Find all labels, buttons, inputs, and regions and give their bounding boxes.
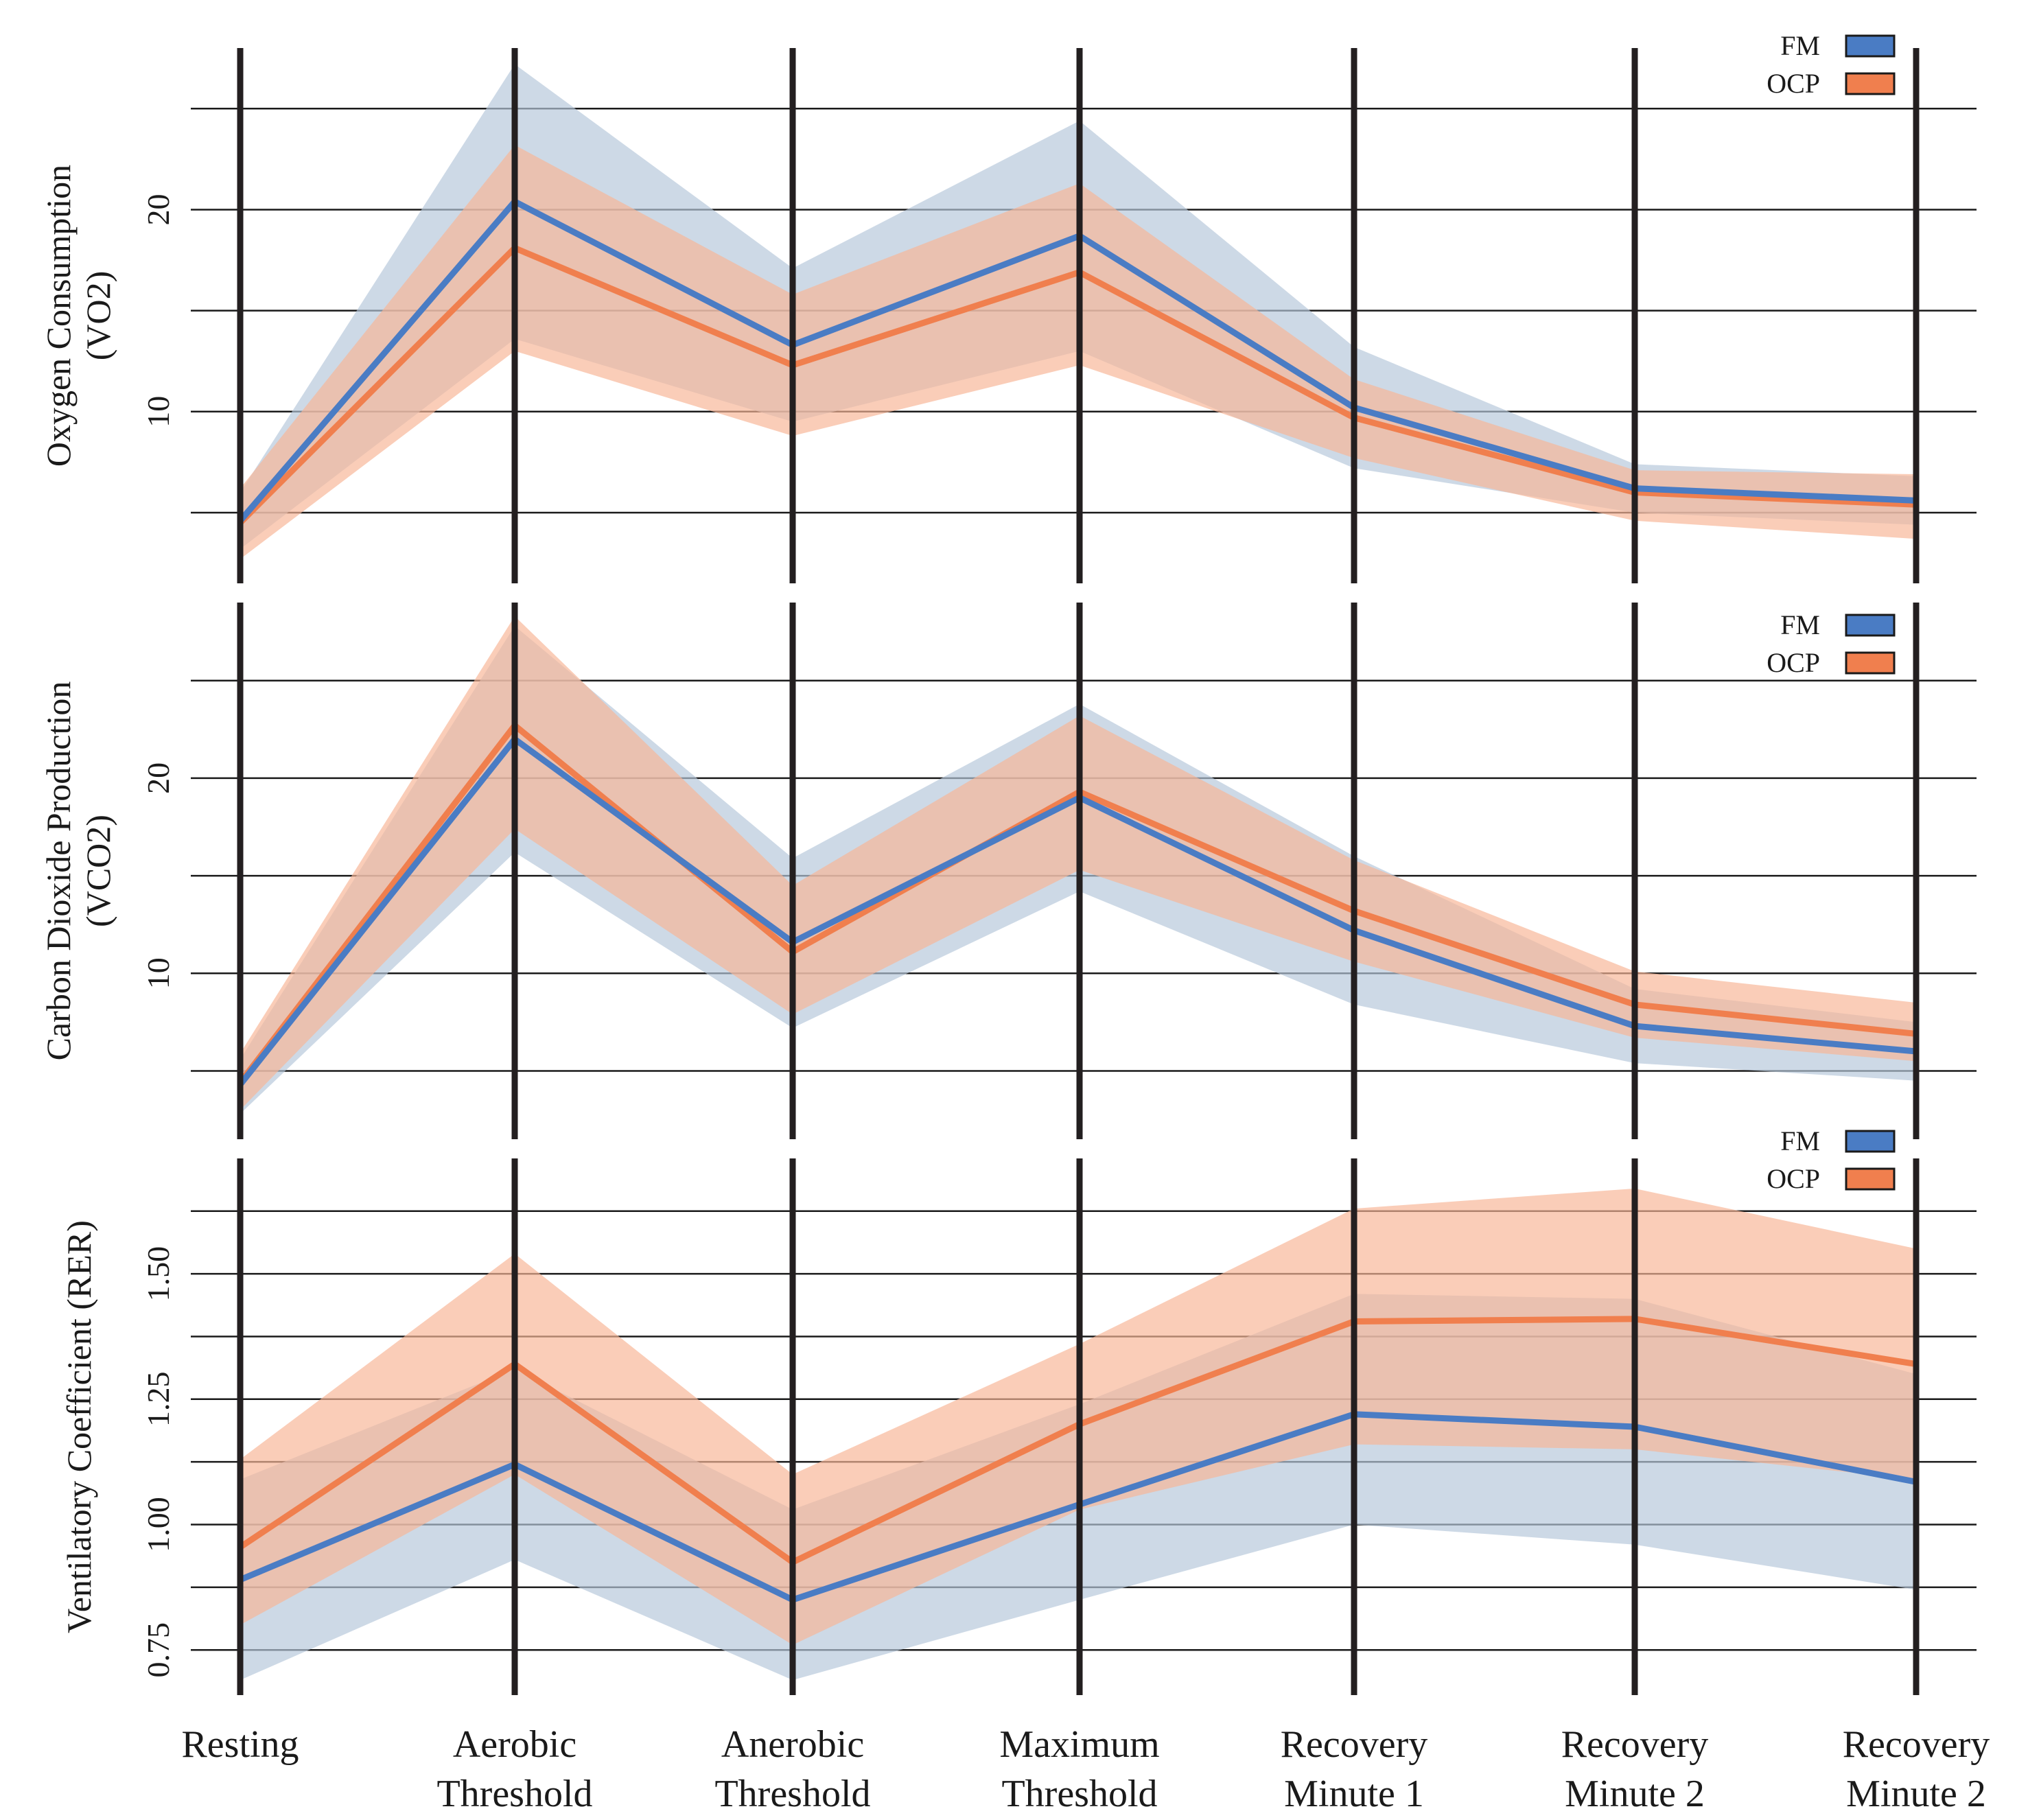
y-tick-label: 1.25	[141, 1372, 176, 1427]
y-tick-label: 10	[141, 957, 176, 989]
x-tick-label: Minute 2	[1846, 1773, 1986, 1815]
x-tick-label: Anerobic	[721, 1723, 864, 1766]
legend-swatch-ocp	[1845, 1167, 1896, 1191]
x-tick-label: Threshold	[436, 1773, 592, 1815]
legend-label-ocp: OCP	[1767, 68, 1820, 99]
panel-3: 0.75 1.00 1.25 1.50 Ventilatory Coefficient …	[60, 1125, 1977, 1695]
x-tick-label: Threshold	[714, 1773, 870, 1815]
y-tick-label: 1.00	[141, 1497, 176, 1552]
y-tick-label: 1.50	[141, 1246, 176, 1302]
x-tick-label: Minute 2	[1565, 1773, 1705, 1815]
y-tick-label: 10	[141, 396, 176, 428]
y-tick-label: 20	[141, 194, 176, 225]
y-axis-label: Oxygen Consumption	[39, 165, 78, 467]
x-tick-label: Recovery	[1281, 1723, 1428, 1766]
legend-label-fm: FM	[1780, 609, 1820, 640]
x-tick-label: Threshold	[1001, 1773, 1157, 1815]
y-axis-label: (VO2)	[79, 271, 117, 361]
legend-label-fm: FM	[1780, 1125, 1820, 1156]
legend-swatch-fm	[1845, 1130, 1896, 1153]
y-tick-label: 0.75	[141, 1622, 176, 1678]
legend-swatch-ocp	[1845, 72, 1896, 95]
x-tick-label: Aerobic	[453, 1723, 576, 1766]
legend-swatch-ocp	[1845, 651, 1896, 675]
x-tick-label: Resting	[181, 1723, 299, 1766]
panel-2: 10 20 Carbon Dioxide Production (VCO2) FM OCP	[39, 603, 1977, 1139]
y-tick-label: 20	[141, 762, 176, 794]
y-axis-label: Carbon Dioxide Production	[39, 681, 78, 1061]
panel-1: 10 20 Oxygen Consumption (VO2) FM OCP	[39, 30, 1977, 583]
legend-label-ocp: OCP	[1767, 647, 1820, 678]
legend-swatch-fm	[1845, 614, 1896, 637]
y-axis-label: Ventilatory Coefficient (RER)	[60, 1220, 98, 1633]
x-tick-label: Maximum	[999, 1723, 1159, 1766]
legend-label-ocp: OCP	[1767, 1163, 1820, 1194]
legend-label-fm: FM	[1780, 30, 1820, 61]
x-tick-label: Minute 1	[1284, 1773, 1424, 1815]
x-tick-label: Recovery	[1561, 1723, 1709, 1766]
x-tick-label: Recovery	[1843, 1723, 1990, 1766]
y-axis-label: (VCO2)	[79, 815, 117, 927]
legend-swatch-fm	[1845, 34, 1896, 58]
